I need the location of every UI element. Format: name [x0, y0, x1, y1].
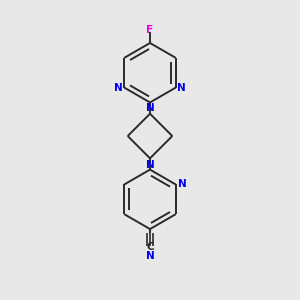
- Text: N: N: [178, 179, 186, 190]
- Text: N: N: [177, 82, 186, 93]
- Text: N: N: [146, 251, 154, 261]
- Text: N: N: [146, 103, 154, 112]
- Text: F: F: [146, 25, 154, 34]
- Text: N: N: [146, 160, 154, 170]
- Text: N: N: [114, 82, 123, 93]
- Text: C: C: [146, 242, 154, 252]
